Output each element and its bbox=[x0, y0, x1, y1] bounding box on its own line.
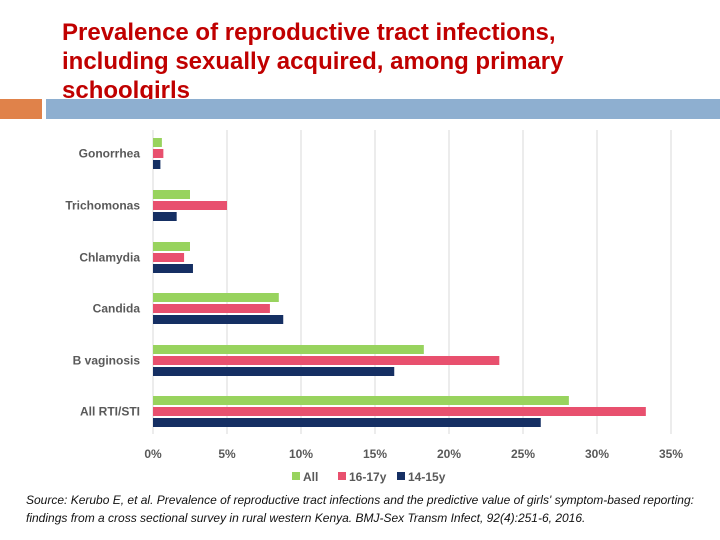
bar bbox=[153, 396, 569, 405]
category-label: All RTI/STI bbox=[80, 405, 140, 419]
x-tick-label: 0% bbox=[144, 447, 162, 461]
legend-label: 16-17y bbox=[349, 470, 387, 484]
bar bbox=[153, 253, 185, 262]
category-label: Chlamydia bbox=[79, 251, 140, 265]
accent-bar-blue bbox=[46, 99, 720, 119]
bar bbox=[153, 149, 164, 158]
x-tick-label: 15% bbox=[363, 447, 387, 461]
category-label: Candida bbox=[93, 302, 141, 316]
bar bbox=[153, 190, 190, 199]
bar bbox=[153, 138, 162, 147]
legend: All 16-17y 14-15y bbox=[292, 470, 446, 484]
x-tick-label: 35% bbox=[659, 447, 683, 461]
gridlines bbox=[152, 130, 672, 434]
bar bbox=[153, 212, 177, 221]
bar-chart: Gonorrhea Trichomonas Chlamydia Candida B va… bbox=[65, 130, 683, 484]
x-tick-label: 10% bbox=[289, 447, 313, 461]
x-tick-label: 5% bbox=[218, 447, 236, 461]
bar bbox=[153, 367, 395, 376]
bar bbox=[153, 356, 500, 365]
legend-swatch bbox=[292, 472, 300, 480]
bars bbox=[153, 138, 646, 427]
bar bbox=[153, 242, 190, 251]
bar bbox=[153, 293, 279, 302]
category-labels: Gonorrhea Trichomonas Chlamydia Candida B va… bbox=[65, 147, 140, 419]
bar bbox=[153, 201, 227, 210]
category-label: B vaginosis bbox=[73, 354, 141, 368]
x-tick-label: 20% bbox=[437, 447, 461, 461]
x-tick-labels: 0% 5% 10% 15% 20% 25% 30% 35% bbox=[144, 447, 683, 461]
legend-swatch bbox=[397, 472, 405, 480]
x-tick-label: 30% bbox=[585, 447, 609, 461]
bar bbox=[153, 345, 424, 354]
bar bbox=[153, 304, 270, 313]
source-citation: Source: Kerubo E, et al. Prevalence of r… bbox=[26, 493, 694, 525]
category-label: Gonorrhea bbox=[79, 147, 141, 161]
legend-label: All bbox=[303, 470, 318, 484]
x-tick-label: 25% bbox=[511, 447, 535, 461]
bar bbox=[153, 160, 161, 169]
bar bbox=[153, 418, 541, 427]
legend-label: 14-15y bbox=[408, 470, 446, 484]
bar bbox=[153, 407, 646, 416]
slide-title: Prevalence of reproductive tract infecti… bbox=[62, 19, 564, 104]
legend-swatch bbox=[338, 472, 346, 480]
accent-bar-orange bbox=[0, 99, 42, 119]
bar bbox=[153, 264, 193, 273]
bar bbox=[153, 315, 284, 324]
category-label: Trichomonas bbox=[65, 199, 140, 213]
